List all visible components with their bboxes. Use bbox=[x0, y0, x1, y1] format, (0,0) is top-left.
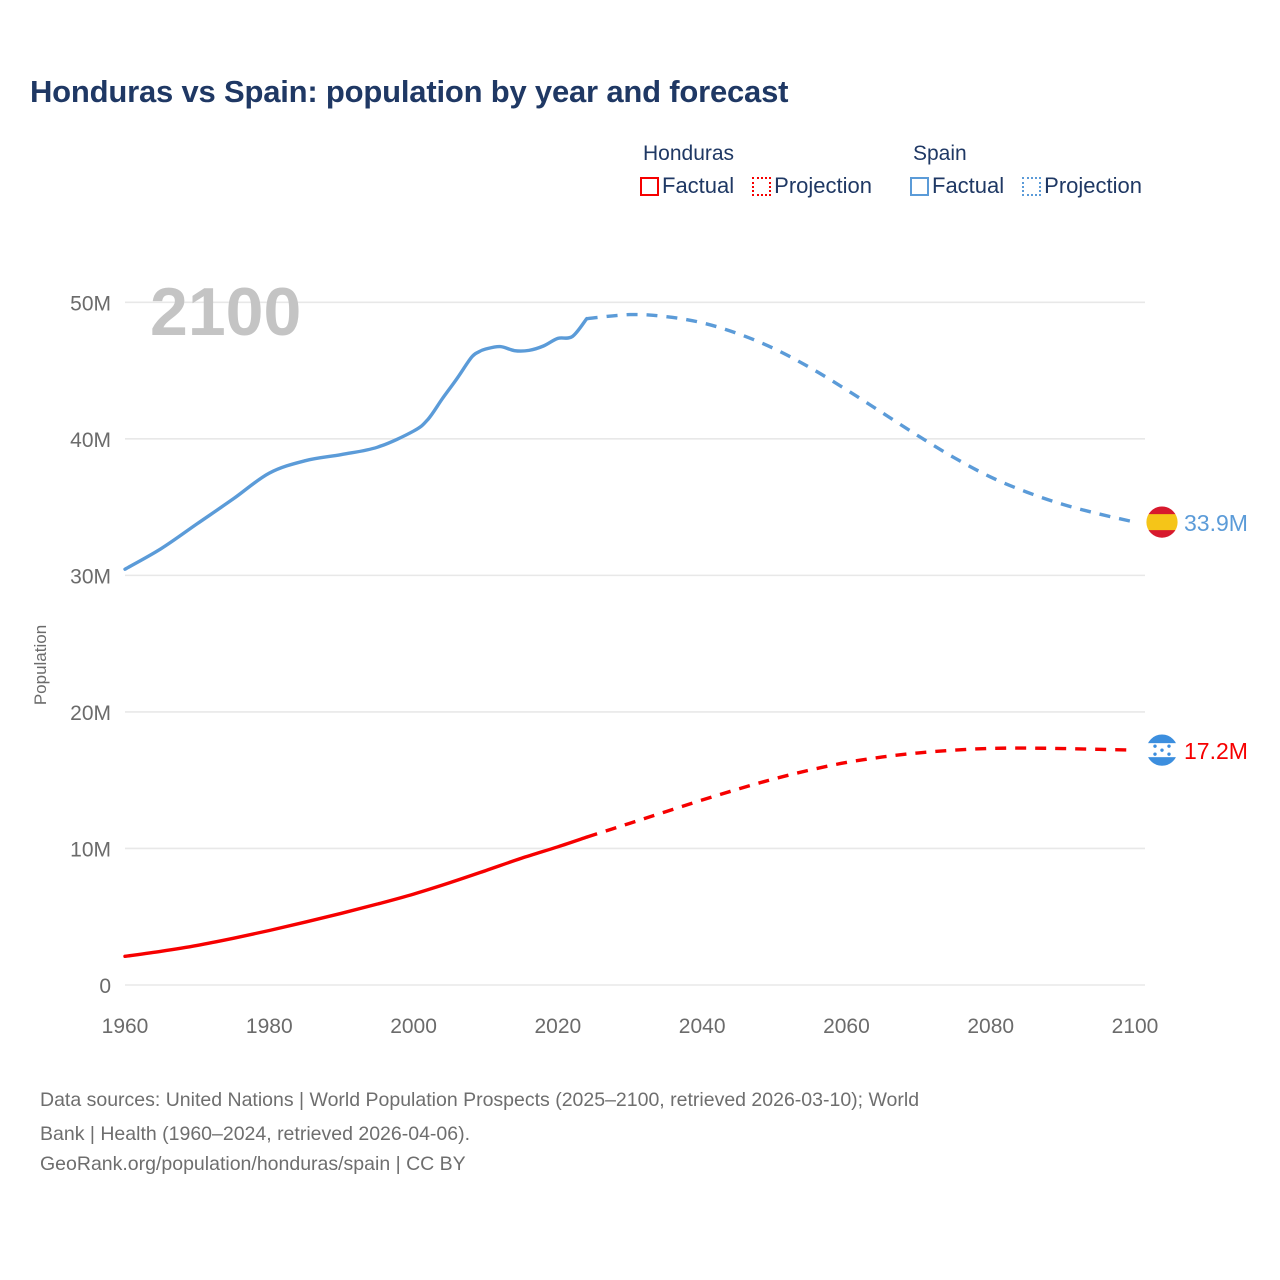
y-tick-label: 20M bbox=[70, 702, 111, 725]
legend-country-spain: Spain bbox=[913, 142, 967, 165]
x-tick-label: 2040 bbox=[679, 1015, 726, 1038]
legend-label-spain-factual: Factual bbox=[932, 173, 1005, 198]
chart-y-tick-labels: 0 10M 20M 30M 40M 50M bbox=[70, 292, 111, 998]
y-tick-label: 30M bbox=[70, 565, 111, 588]
series-factual-line-honduras bbox=[123, 835, 589, 959]
legend-label-spain-projection: Projection bbox=[1044, 173, 1142, 198]
legend-item-honduras-projection[interactable]: Projection bbox=[752, 173, 872, 199]
year-watermark: 2100 bbox=[150, 274, 301, 350]
flag-star-icon bbox=[1167, 752, 1171, 756]
footer-line-1: Data sources: United Nations | World Pop… bbox=[40, 1089, 920, 1111]
x-tick-label: 2000 bbox=[390, 1015, 437, 1038]
legend-country-honduras: Honduras bbox=[643, 142, 735, 165]
chart-legend: Honduras Factual Projection Spain Factua… bbox=[640, 142, 1142, 199]
end-value-label-spain: 33.9M bbox=[1184, 510, 1248, 536]
footer-line-2: Bank | Health (1960–2024, retrieved 2026… bbox=[40, 1123, 471, 1146]
y-tick-label: 50M bbox=[70, 292, 111, 315]
legend-swatch-solid-icon bbox=[640, 176, 659, 196]
x-tick-label: 1980 bbox=[246, 1015, 293, 1038]
flag-star-icon bbox=[1153, 752, 1157, 756]
flag-band bbox=[1146, 514, 1178, 531]
chart-series-lines bbox=[123, 312, 1136, 959]
end-marker-honduras bbox=[1145, 733, 1179, 767]
chart-footer: Data sources: United Nations | World Pop… bbox=[40, 1085, 1240, 1180]
x-tick-label: 2080 bbox=[967, 1015, 1014, 1038]
chart-end-markers: 33.9M 17.2M bbox=[1145, 505, 1248, 767]
flag-star-icon bbox=[1160, 748, 1164, 752]
legend-row-honduras: Factual Projection bbox=[640, 173, 872, 199]
chart-x-tick-labels: 1960 1980 2000 2020 2040 2060 2080 2100 bbox=[102, 1015, 1159, 1038]
page-title: Honduras vs Spain: population by year an… bbox=[30, 74, 789, 109]
x-tick-label: 2060 bbox=[823, 1015, 870, 1038]
chart-plot-area: 0 10M 20M 30M 40M 50M 1960 1980 2000 2020 2040 206… bbox=[31, 274, 1248, 1038]
end-marker-spain bbox=[1145, 505, 1179, 539]
flag-star-icon bbox=[1167, 744, 1171, 748]
end-value-label-honduras: 17.2M bbox=[1184, 738, 1248, 764]
legend-item-honduras-factual[interactable]: Factual bbox=[640, 173, 734, 199]
legend-group-spain: Spain Factual Projection bbox=[910, 142, 1142, 199]
legend-label-honduras-factual: Factual bbox=[662, 173, 735, 198]
legend-item-spain-factual[interactable]: Factual bbox=[910, 173, 1004, 199]
series-projection-line-honduras bbox=[586, 746, 1136, 839]
x-tick-label: 2020 bbox=[534, 1015, 581, 1038]
y-tick-label: 40M bbox=[70, 429, 111, 452]
legend-item-spain-projection[interactable]: Projection bbox=[1022, 173, 1142, 199]
flag-ring bbox=[1145, 505, 1179, 539]
y-tick-label: 10M bbox=[70, 838, 111, 861]
y-axis-title: Population bbox=[31, 625, 50, 705]
legend-swatch-dotted-icon bbox=[752, 176, 772, 196]
legend-row-spain: Factual Projection bbox=[910, 173, 1142, 199]
series-factual-line-spain bbox=[123, 316, 589, 571]
series-projection-line-spain bbox=[586, 312, 1136, 524]
legend-label-honduras-projection: Projection bbox=[774, 173, 872, 198]
footer-line-3: GeoRank.org/population/honduras/spain | … bbox=[40, 1153, 466, 1176]
x-tick-label: 1960 bbox=[102, 1015, 149, 1038]
flag-ring bbox=[1145, 733, 1179, 767]
legend-group-honduras: Honduras Factual Projection bbox=[640, 142, 872, 199]
chart-gridlines bbox=[125, 301, 1145, 986]
legend-swatch-dotted-icon bbox=[1022, 176, 1042, 196]
legend-swatch-solid-icon bbox=[910, 176, 929, 196]
flag-star-icon bbox=[1153, 744, 1157, 748]
y-tick-label: 0 bbox=[99, 975, 111, 998]
x-tick-label: 2100 bbox=[1112, 1015, 1159, 1038]
